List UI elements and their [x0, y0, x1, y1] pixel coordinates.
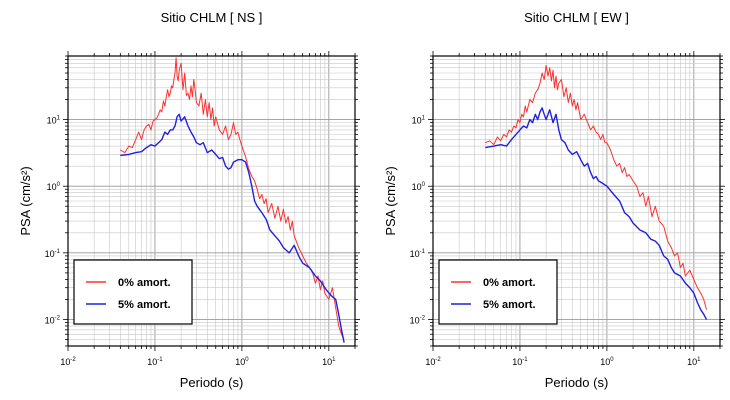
y-tick-label: 10-1 [45, 249, 61, 259]
y-axis-label: PSA (cm/s²) [383, 166, 398, 235]
legend-box [73, 259, 193, 325]
legend-label: 5% amort. [118, 299, 171, 311]
series-line-red [485, 64, 707, 310]
chart-title: Sitio CHLM [ NS ] [161, 10, 263, 25]
x-tick-label: 100 [600, 357, 614, 367]
x-axis-label: Periodo (s) [180, 375, 244, 390]
x-tick-label: 100 [235, 357, 249, 367]
x-tick-label: 10-1 [147, 357, 163, 367]
chart-title: Sitio CHLM [ EW ] [524, 10, 629, 25]
series-line-blue [485, 107, 708, 320]
y-tick-label: 100 [412, 182, 426, 192]
legend-box [438, 259, 558, 325]
series-line-red [120, 57, 345, 340]
x-tick-label: 101 [322, 357, 336, 367]
x-tick-label: 10-2 [425, 357, 441, 367]
chart-panel-1: 10-2 10-1 100 101 10-2 10-1 100 101 Sitio CHLM [… [383, 10, 725, 390]
x-tick-label: 10-1 [512, 357, 528, 367]
y-tick-label: 10-1 [410, 249, 426, 259]
y-tick-label: 10-2 [410, 315, 426, 325]
legend-label: 0% amort. [118, 277, 171, 289]
y-tick-label: 101 [47, 116, 61, 126]
chart-panel-0: 10-2 10-1 100 101 10-2 10-1 100 101 Sitio CHLM [… [18, 10, 360, 390]
series-line-blue [120, 113, 345, 343]
x-tick-label: 10-2 [60, 357, 76, 367]
legend-label: 5% amort. [483, 299, 536, 311]
legend-label: 0% amort. [483, 277, 536, 289]
y-axis-label: PSA (cm/s²) [18, 166, 33, 235]
y-tick-label: 101 [412, 116, 426, 126]
x-axis-label: Periodo (s) [545, 375, 609, 390]
x-tick-label: 101 [687, 357, 701, 367]
y-tick-label: 100 [47, 182, 61, 192]
y-tick-label: 10-2 [45, 315, 61, 325]
